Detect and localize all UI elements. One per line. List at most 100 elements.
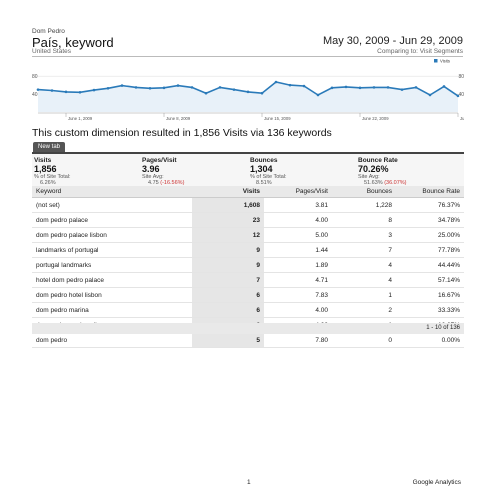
bounces-cell: 1,228 <box>332 197 396 213</box>
visits-line-chart: 80 80 40 40 June 1, 2009 June 8, 2009 June 15,… <box>32 57 464 123</box>
x-tick-label: June 22, 2009 <box>362 116 389 121</box>
stat-label: Bounces <box>250 157 278 164</box>
pages-per-visit-cell: 5.00 <box>264 227 332 243</box>
y-tick-label-left: 80 <box>32 74 38 80</box>
table-header-row: Keyword Visits Pages/Visit Bounces Bounc… <box>32 186 464 198</box>
stat-value: 1,304 <box>250 164 273 174</box>
data-point <box>92 88 96 92</box>
bounces-cell: 8 <box>332 212 396 228</box>
pages-per-visit-cell: 4.71 <box>264 272 332 288</box>
data-point <box>134 86 138 89</box>
keyword-cell[interactable]: landmarks of portugal <box>32 242 192 258</box>
stat-sub-value: 4.75 (-16.56%) <box>142 180 248 186</box>
data-point <box>386 86 390 89</box>
chart-svg: 80 80 40 40 June 1, 2009 June 8, 2009 June 15,… <box>32 59 464 122</box>
table-row: dom pedro palace 23 4.00 8 34.78% <box>32 212 464 228</box>
data-point <box>316 93 320 97</box>
visits-cell: 6 <box>192 287 264 303</box>
stat-sub-label: % of Site Total: <box>34 174 71 180</box>
keyword-cell[interactable]: dom pedro palace <box>32 212 192 228</box>
stat-sub-number: 51.63% <box>364 180 383 186</box>
stat-bounce-rate: Bounce Rate 70.26% Site Avg: 51.63% (36.… <box>358 157 464 186</box>
bounce-rate-cell: 77.78% <box>396 242 464 258</box>
keyword-cell[interactable]: (not set) <box>32 197 192 213</box>
pages-per-visit-cell: 4.00 <box>264 212 332 228</box>
pagination-bar: 1 - 10 of 136 <box>32 323 464 334</box>
stat-value: 3.96 <box>142 164 160 174</box>
table-row: dom pedro 5 7.80 0 0.00% <box>32 332 464 348</box>
keyword-cell[interactable]: dom pedro <box>32 332 192 348</box>
page-number: 1 <box>247 479 251 486</box>
visits-cell: 12 <box>192 227 264 243</box>
data-point <box>428 93 432 97</box>
x-tick-label: Ju <box>460 116 464 121</box>
stat-sub-label: Site Avg: <box>142 174 164 180</box>
column-header-keyword[interactable]: Keyword <box>32 186 192 198</box>
data-point <box>288 83 292 87</box>
y-tick-label-left: 40 <box>32 92 38 98</box>
data-point <box>456 94 460 98</box>
visits-cell: 9 <box>192 257 264 273</box>
series-area <box>38 82 458 112</box>
summary-stats: Visits 1,856 % of Site Total: 6.26% Page… <box>32 152 464 187</box>
keyword-cell[interactable]: dom pedro hotel lisbon <box>32 287 192 303</box>
bounce-rate-cell: 57.14% <box>396 272 464 288</box>
visits-cell: 1,608 <box>192 197 264 213</box>
data-point <box>106 86 110 90</box>
header-divider <box>32 56 463 57</box>
data-point <box>232 88 236 91</box>
pages-per-visit-cell: 1.89 <box>264 257 332 273</box>
data-point <box>204 91 208 95</box>
keyword-cell[interactable]: hotel dom pedro palace <box>32 272 192 288</box>
bounce-rate-cell: 33.33% <box>396 302 464 318</box>
bounces-cell: 7 <box>332 242 396 258</box>
stat-pages-per-visit: Pages/Visit 3.96 Site Avg: 4.75 (-16.56%… <box>142 157 248 186</box>
column-header-bounce-rate[interactable]: Bounce Rate <box>396 186 464 198</box>
data-point <box>372 86 376 89</box>
stat-sub-number: 4.75 <box>148 180 159 186</box>
bounces-cell: 0 <box>332 332 396 348</box>
bounce-rate-cell: 25.00% <box>396 227 464 243</box>
keyword-cell[interactable]: dom pedro marina <box>32 302 192 318</box>
column-header-visits[interactable]: Visits <box>192 186 264 198</box>
bounces-cell: 1 <box>332 287 396 303</box>
tab-new[interactable]: New tab <box>33 142 66 152</box>
pagination-label: 1 - 10 of 136 <box>426 325 460 331</box>
stat-value: 70.26% <box>358 164 389 174</box>
pages-per-visit-cell: 3.81 <box>264 197 332 213</box>
bounces-cell: 2 <box>332 302 396 318</box>
visits-cell: 7 <box>192 272 264 288</box>
stat-delta: (-16.56%) <box>160 180 185 186</box>
visits-cell: 6 <box>192 302 264 318</box>
data-point <box>260 91 264 95</box>
legend-label: Visits <box>440 59 450 64</box>
table-row: portugal landmarks 9 1.89 4 44.44% <box>32 257 464 273</box>
bounces-cell: 3 <box>332 227 396 243</box>
data-point <box>64 90 68 94</box>
data-point <box>302 84 306 88</box>
bounce-rate-cell: 76.37% <box>396 197 464 213</box>
stat-label: Bounce Rate <box>358 157 398 164</box>
bounce-rate-cell: 44.44% <box>396 257 464 273</box>
footer-brand: Google Analytics <box>412 479 461 486</box>
date-range[interactable]: May 30, 2009 - Jun 29, 2009 <box>322 35 463 47</box>
keyword-cell[interactable]: dom pedro palace lisbon <box>32 227 192 243</box>
data-point <box>50 89 54 92</box>
pages-per-visit-cell: 4.00 <box>264 302 332 318</box>
bounce-rate-cell: 16.67% <box>396 287 464 303</box>
visits-cell: 9 <box>192 242 264 258</box>
keyword-cell[interactable]: portugal landmarks <box>32 257 192 273</box>
table-row: dom pedro marina 6 4.00 2 33.33% <box>32 302 464 318</box>
pages-per-visit-cell: 7.83 <box>264 287 332 303</box>
table-row: landmarks of portugal 9 1.44 7 77.78% <box>32 242 464 258</box>
data-point <box>190 86 194 89</box>
stat-sub-label: Site Avg: <box>358 174 380 180</box>
table-row: dom pedro hotel lisbon 6 7.83 1 16.67% <box>32 287 464 303</box>
data-point <box>176 84 180 87</box>
column-header-bounces[interactable]: Bounces <box>332 186 396 198</box>
data-point <box>330 86 334 90</box>
stat-sub-value: 8.51% <box>250 180 356 186</box>
data-point <box>414 86 418 89</box>
column-header-pages-per-visit[interactable]: Pages/Visit <box>264 186 332 198</box>
data-point <box>246 90 250 94</box>
